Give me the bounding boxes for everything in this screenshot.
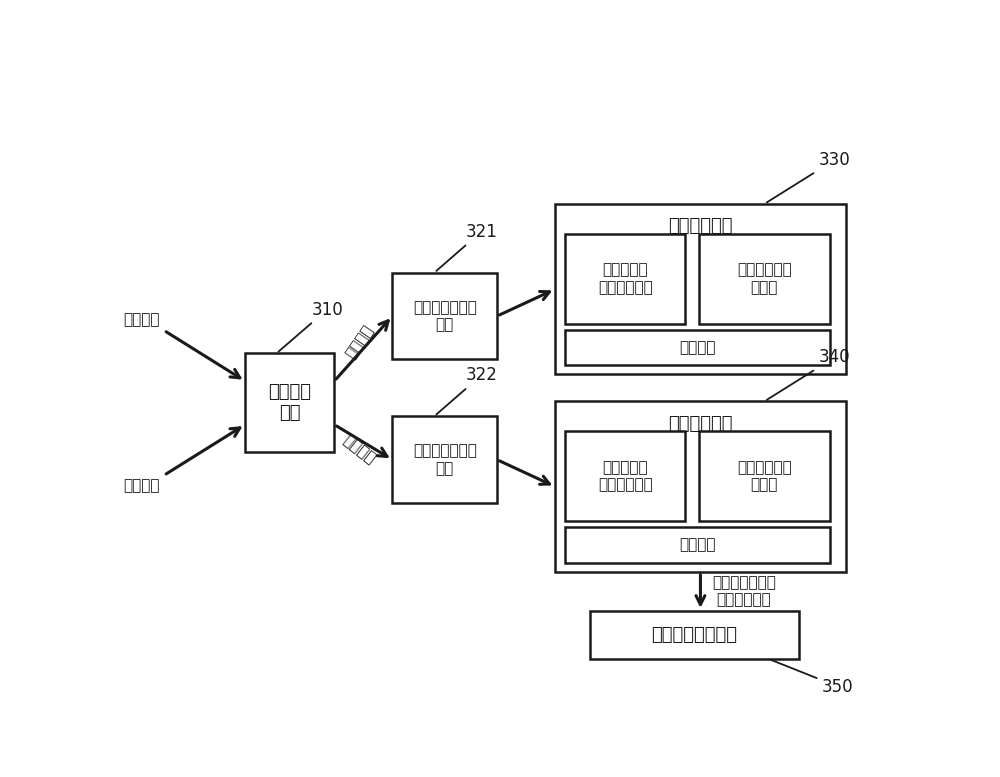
Text: 共享存储: 共享存储 [679, 340, 716, 355]
Bar [565, 431, 685, 521]
Bar [392, 273, 497, 360]
Text: 离线任务调度子
模块: 离线任务调度子 模块 [413, 444, 477, 476]
Text: 第二调度集群: 第二调度集群 [668, 414, 733, 433]
Text: 330: 330 [767, 151, 850, 203]
Bar [590, 611, 799, 659]
Bar [245, 354, 334, 452]
Bar [565, 329, 830, 365]
Bar [698, 431, 830, 521]
Text: 函数加载、任
务执行: 函数加载、任 务执行 [737, 460, 792, 493]
Bar [555, 204, 846, 375]
Text: 在线任务: 在线任务 [343, 322, 376, 361]
Text: 321: 321 [436, 223, 497, 271]
Text: 流批任务提交、
任务状态查询: 流批任务提交、 任务状态查询 [712, 575, 776, 608]
Text: 流批一体计算平台: 流批一体计算平台 [652, 625, 738, 643]
Text: 350: 350 [770, 660, 854, 695]
Bar [555, 402, 846, 572]
Text: 340: 340 [767, 348, 850, 400]
Text: 在线任务: 在线任务 [123, 312, 160, 327]
Text: 第一调度集群: 第一调度集群 [668, 217, 733, 235]
Text: 在线任务调度子
模块: 在线任务调度子 模块 [413, 300, 477, 333]
Text: 离线任务: 离线任务 [123, 479, 160, 493]
Text: 322: 322 [436, 367, 497, 414]
Text: 离线任务: 离线任务 [340, 432, 378, 466]
Bar [565, 527, 830, 563]
Text: 共享存储: 共享存储 [679, 538, 716, 552]
Text: 310: 310 [278, 301, 343, 352]
Bar [392, 416, 497, 503]
Text: 统一调度
入口: 统一调度 入口 [268, 384, 311, 422]
Bar [698, 234, 830, 323]
Text: 任务队列管
理、任务分发: 任务队列管 理、任务分发 [598, 460, 653, 493]
Text: 函数加载、任
务执行: 函数加载、任 务执行 [737, 263, 792, 295]
Text: 任务队列管
理、任务分发: 任务队列管 理、任务分发 [598, 263, 653, 295]
Bar [565, 234, 685, 323]
